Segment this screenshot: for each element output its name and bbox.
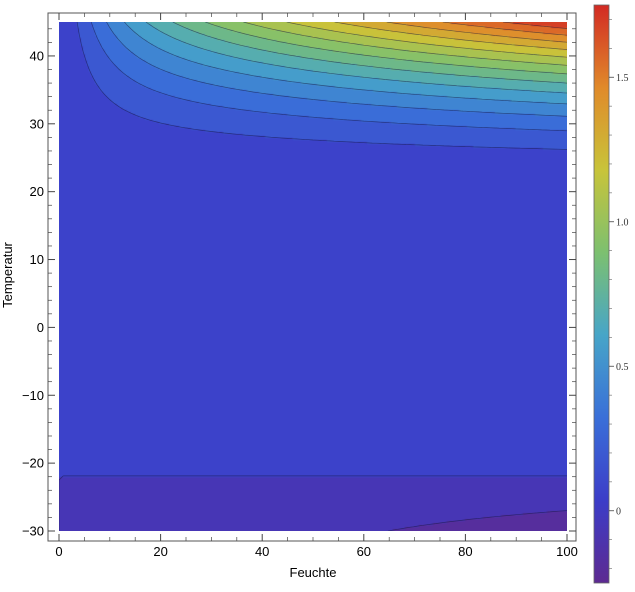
contour-line-10: [286, 22, 567, 58]
contour-line-7: [172, 22, 567, 84]
contour-line-3: [90, 22, 567, 132]
contour-line-14: [502, 22, 567, 29]
colorbar-ticks: 0 0.5 1.0 1.5: [609, 19, 629, 569]
y-tick-label--30: −30: [22, 524, 44, 539]
y-tick-label-20: 20: [30, 184, 44, 199]
x-axis-title: Feuchte: [290, 565, 337, 580]
colorbar-tick-label-1: 1.0: [616, 217, 629, 228]
y-tick-label-40: 40: [30, 48, 44, 63]
colorbar: [593, 4, 610, 584]
contour-lines: [59, 22, 567, 531]
y-tick-label-0: 0: [37, 320, 44, 335]
x-tick-label-40: 40: [255, 544, 269, 559]
x-tick-label-60: 60: [357, 544, 371, 559]
contour-line-11: [334, 22, 567, 50]
colorbar-tick-label-0.5: 0.5: [616, 362, 629, 373]
y-tick-label--10: −10: [22, 388, 44, 403]
colorbar-tick-label-0: 0: [616, 506, 621, 517]
contour-line-5: [124, 22, 567, 105]
contour-line-2: [76, 22, 567, 150]
contour-line-9: [243, 22, 567, 66]
y-tick-label-30: 30: [30, 116, 44, 131]
y-axis-title: Temperatur: [0, 241, 15, 307]
contour-field: [59, 22, 567, 531]
contour-line-12: [386, 22, 567, 43]
contour-line-13: [442, 22, 567, 36]
colorbar-tick-label-1.5: 1.5: [616, 73, 629, 84]
contour-line-1: [59, 475, 567, 531]
x-tick-label-80: 80: [458, 544, 472, 559]
contour-line-0: [387, 510, 567, 531]
axis-ticks: [48, 13, 576, 541]
contour-line-6: [145, 22, 567, 94]
y-tick-label-10: 10: [30, 252, 44, 267]
x-tick-label-20: 20: [153, 544, 167, 559]
x-tick-label-100: 100: [556, 544, 578, 559]
x-tick-label-0: 0: [55, 544, 62, 559]
contour-line-8: [205, 22, 567, 75]
contour-line-4: [106, 22, 567, 117]
y-tick-label--20: −20: [22, 456, 44, 471]
axis-tick-labels: 0 20 40 60 80 100 −30 −20 −10 0 10 20 30 40: [22, 48, 578, 559]
